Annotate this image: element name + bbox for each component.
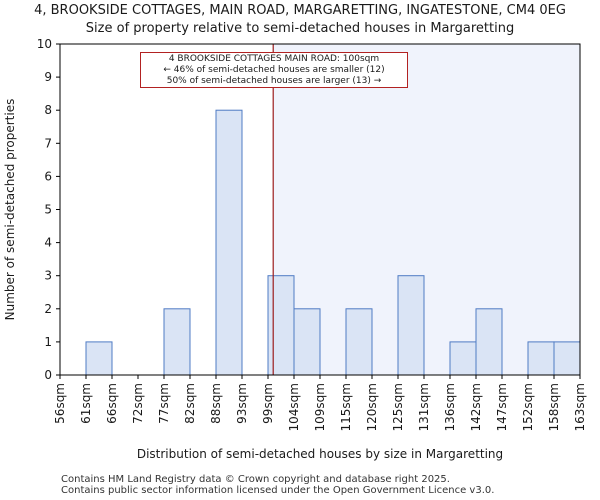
y-tick-label: 9 (44, 70, 52, 84)
x-tick-label: 136sqm (443, 383, 457, 431)
bar-88sqm (215, 109, 243, 376)
bar-152sqm (527, 341, 555, 376)
y-tick-label: 10 (37, 37, 52, 51)
x-axis-title: Distribution of semi-detached houses by … (137, 447, 503, 461)
y-tick-label: 6 (44, 169, 52, 183)
y-tick-label: 5 (44, 203, 52, 217)
x-tick-label: 77sqm (157, 383, 171, 424)
y-tick-label: 2 (44, 302, 52, 316)
property-annotation-box: 4 BROOKSIDE COTTAGES MAIN ROAD: 100sqm ←… (140, 52, 408, 88)
x-tick-label: 72sqm (131, 383, 145, 424)
annotation-line-3: 50% of semi-detached houses are larger (… (166, 76, 382, 86)
bar-104sqm (293, 308, 321, 376)
chart-subtitle: Size of property relative to semi-detach… (85, 21, 515, 36)
x-tick-label: 163sqm (573, 383, 587, 431)
y-axis-title: Number of semi-detached properties (3, 99, 17, 321)
y-tick-label: 4 (44, 236, 52, 250)
y-tick-label: 7 (44, 136, 52, 150)
x-tick-label: 131sqm (417, 383, 431, 431)
footer-copyright: Contains HM Land Registry data © Crown c… (61, 474, 450, 485)
chart-title: 4, BROOKSIDE COTTAGES, MAIN ROAD, MARGAR… (34, 3, 566, 18)
y-tick-label: 1 (44, 335, 52, 349)
bar-136sqm (449, 341, 477, 376)
x-tick-label: 109sqm (313, 383, 327, 431)
x-tick-label: 56sqm (53, 383, 67, 424)
x-tick-label: 82sqm (183, 383, 197, 424)
annotation-line-1: 4 BROOKSIDE COTTAGES MAIN ROAD: 100sqm (168, 54, 380, 64)
x-tick-label: 158sqm (547, 383, 561, 431)
x-tick-label: 99sqm (261, 383, 275, 424)
y-tick-label: 0 (44, 368, 52, 382)
bar-99sqm (267, 275, 295, 376)
bar-61sqm (85, 341, 113, 376)
bar-115sqm (345, 308, 373, 376)
footer-licence: Contains public sector information licen… (61, 485, 495, 496)
bar-158sqm (553, 341, 581, 376)
x-tick-label: 93sqm (235, 383, 249, 424)
x-tick-label: 88sqm (209, 383, 223, 424)
x-tick-label: 104sqm (287, 383, 301, 431)
y-tick-label: 3 (44, 269, 52, 283)
x-tick-label: 142sqm (469, 383, 483, 431)
annotation-line-2: ← 46% of semi-detached houses are smalle… (163, 65, 385, 75)
x-tick-label: 125sqm (391, 383, 405, 431)
x-tick-label: 115sqm (339, 383, 353, 431)
x-tick-label: 61sqm (79, 383, 93, 424)
x-tick-label: 66sqm (105, 383, 119, 424)
bar-125sqm (397, 275, 425, 376)
bar-77sqm (163, 308, 191, 376)
larger-houses-region (273, 44, 580, 375)
y-tick-label: 8 (44, 103, 52, 117)
x-tick-label: 120sqm (365, 383, 379, 431)
x-tick-label: 152sqm (521, 383, 535, 431)
bar-142sqm (475, 308, 503, 376)
x-tick-label: 147sqm (495, 383, 509, 431)
